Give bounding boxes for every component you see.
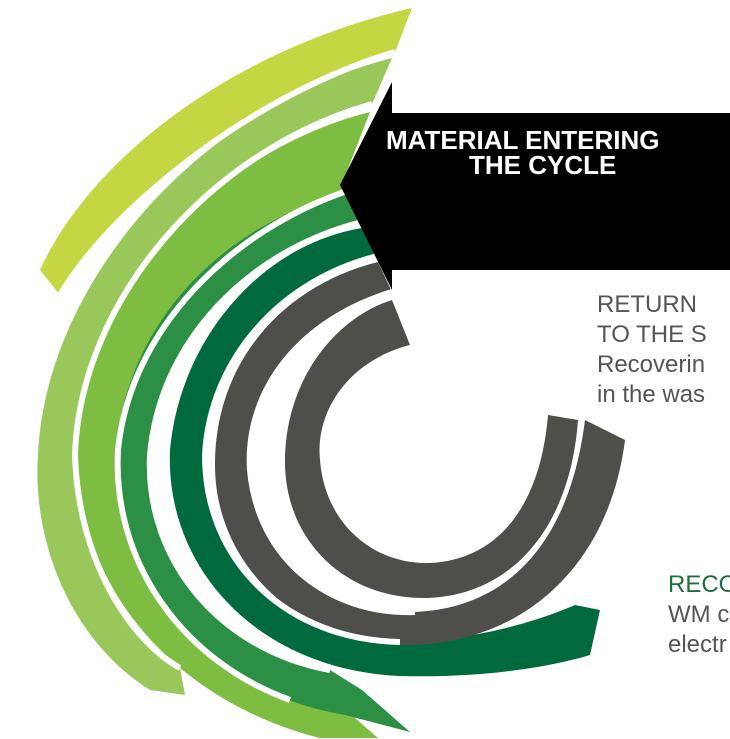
material-entering-arrow (340, 82, 730, 290)
recycle-callout-line-3: electr (668, 631, 727, 658)
recycle-callout: RECO WM c electr (668, 570, 730, 660)
ring-segment-grey-inner (285, 300, 578, 599)
return-callout-line-1: RETURN (597, 291, 697, 318)
arrow-label-line-1: MATERIAL ENTERING (386, 125, 660, 155)
ring-segment-mid-green (77, 112, 378, 738)
ring-segment-dark-green (169, 228, 600, 677)
arrow-label: MATERIAL ENTERING THE CYCLE (372, 125, 730, 180)
return-callout-line-4: in the was (597, 381, 706, 408)
return-callout-line-2: TO THE S (597, 321, 707, 348)
arrow-label-line-2: THE CYCLE (469, 150, 617, 180)
return-callout: RETURN TO THE S Recoverin in the was (597, 290, 707, 410)
ring-segment-forest-green (114, 192, 411, 732)
recycle-callout-heading: RECO (668, 571, 730, 598)
recycle-callout-line-2: WM c (668, 601, 730, 628)
ring-separators (57, 49, 416, 703)
return-callout-line-3: Recoverin (597, 351, 706, 378)
